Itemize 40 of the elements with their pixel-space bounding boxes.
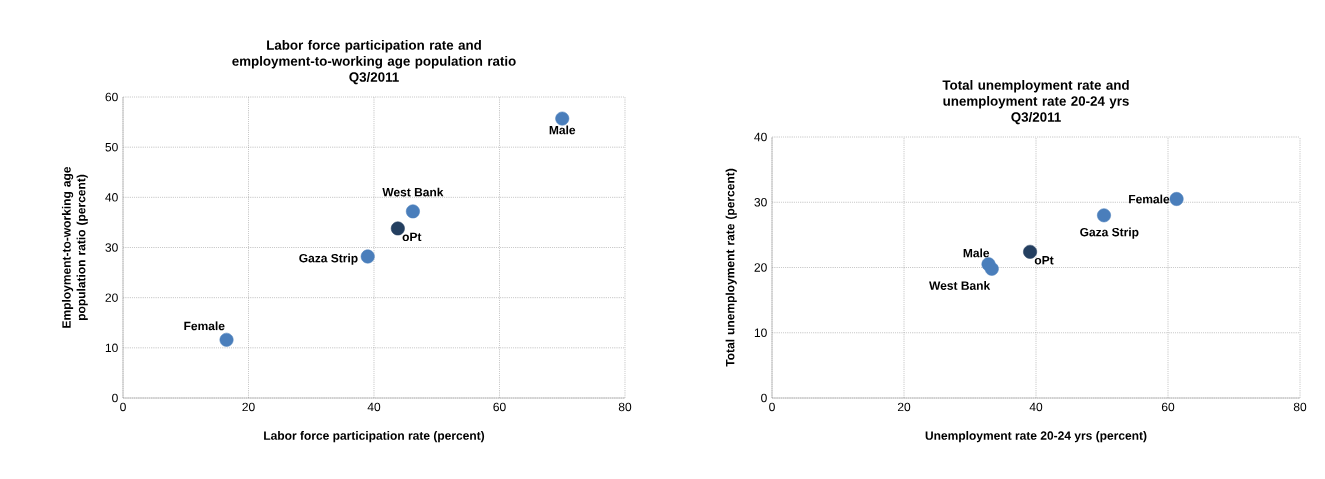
y-axis-title: Employment-to-working age population ratio (percent) bbox=[61, 166, 88, 328]
series-label: West Bank bbox=[929, 281, 991, 290]
x-tick-label: 40 bbox=[367, 402, 381, 412]
x-axis-title: Unemployment rate 20-24 yrs (percent) bbox=[925, 431, 1147, 443]
chart-subtitle: Q3/2011 bbox=[349, 72, 399, 85]
chart-subtitle: Q3/2011 bbox=[1011, 112, 1061, 125]
y-tick-label: 40 bbox=[105, 193, 118, 202]
series-label: Male bbox=[549, 125, 576, 135]
y-tick-label: 20 bbox=[105, 293, 118, 302]
x-tick-label: 20 bbox=[897, 402, 911, 412]
x-tick-label: 80 bbox=[1293, 402, 1307, 412]
x-tick-label: 0 bbox=[769, 402, 775, 412]
x-tick-label: 60 bbox=[493, 402, 506, 412]
y-tick-label: 30 bbox=[754, 198, 767, 207]
y-tick-label: 50 bbox=[105, 142, 118, 152]
x-tick-label: 40 bbox=[1029, 402, 1043, 412]
y-tick-label: 0 bbox=[112, 393, 118, 403]
x-tick-label: 80 bbox=[618, 402, 632, 412]
series-label: oPt bbox=[1034, 256, 1054, 265]
y-tick-label: 60 bbox=[105, 92, 118, 102]
x-tick-label: 20 bbox=[242, 402, 255, 412]
x-tick-label: 0 bbox=[120, 402, 126, 412]
series-label: Female bbox=[1129, 194, 1170, 204]
x-tick-label: 60 bbox=[1161, 402, 1175, 412]
chart-title: Labor force participation rate and employment-to-working age population ratio bbox=[232, 40, 516, 69]
y-tick-label: 40 bbox=[754, 132, 767, 142]
series-label: Gaza Strip bbox=[299, 253, 358, 265]
y-tick-label: 0 bbox=[761, 393, 767, 403]
series-label: oPt bbox=[402, 232, 422, 242]
series-label: West Bank bbox=[382, 187, 444, 197]
y-tick-label: 10 bbox=[105, 343, 118, 353]
y-tick-label: 10 bbox=[754, 328, 767, 338]
series-label: Gaza Strip bbox=[1080, 227, 1139, 239]
series-label: Female bbox=[184, 321, 225, 331]
y-axis-title: Total unemployment rate (percent) bbox=[725, 168, 737, 367]
series-label: Male bbox=[963, 248, 990, 258]
chart-title: Total unemployment rate and unemployment rate 20-24 yrs bbox=[942, 80, 1129, 109]
y-tick-label: 30 bbox=[105, 243, 118, 252]
y-tick-label: 20 bbox=[754, 263, 767, 272]
x-axis-title: Labor force participation rate (percent) bbox=[264, 431, 485, 443]
